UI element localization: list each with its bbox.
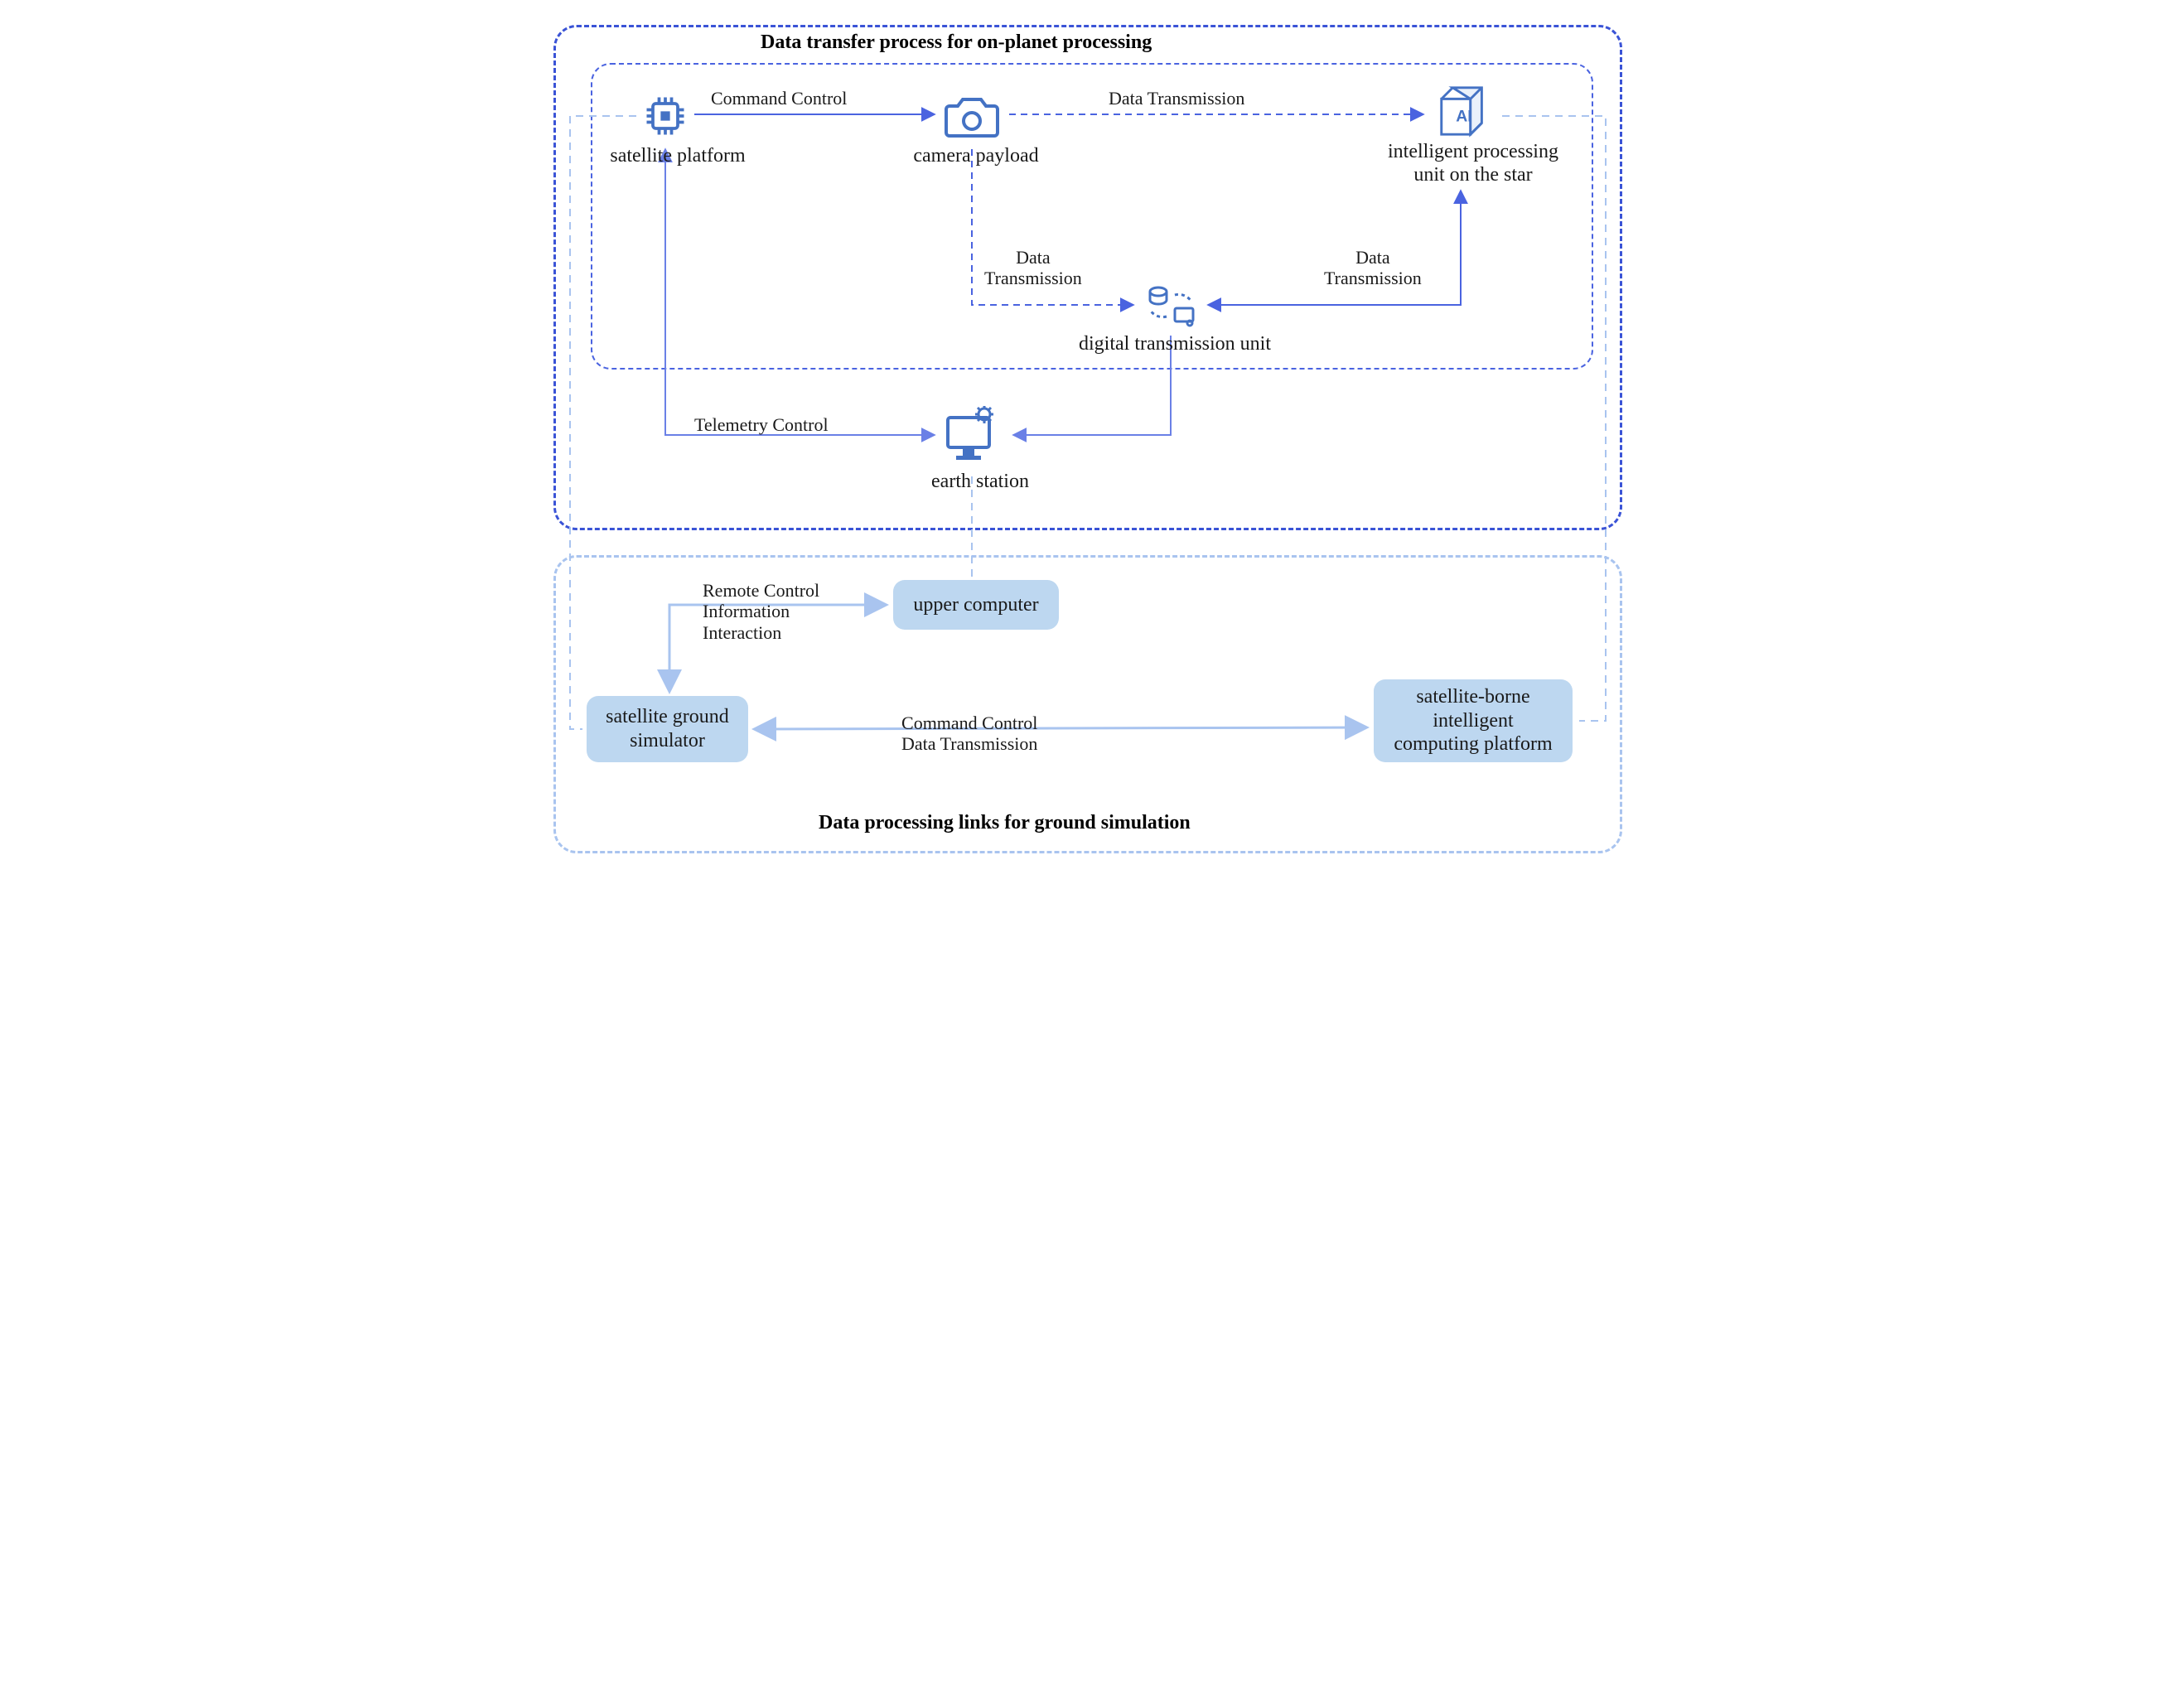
cpu-icon [640,91,690,141]
node-sb-platform-label: satellite-borne intelligent computing pl… [1394,685,1552,756]
edgelabel-remote-control: Remote Control Information Interaction [703,580,819,643]
monitor-gear-icon [943,406,1001,464]
label-satellite-platform: satellite platform [595,145,761,168]
diagram-canvas: Data transfer process for on-planet proc… [545,17,1639,865]
node-sg-simulator-label: satellite ground simulator [606,705,729,753]
label-earth-station: earth station [918,471,1042,494]
svg-text:AI: AI [1456,108,1471,126]
node-sg-simulator: satellite ground simulator [587,696,748,762]
edgelabel-telemetry: Telemetry Control [694,414,829,435]
node-upper-computer: upper computer [893,580,1059,630]
edgelabel-command-data: Command Control Data Transmission [901,713,1037,755]
edgelabel-data-trans-right: Data Transmission [1324,247,1422,289]
label-camera-payload: camera payload [893,145,1059,168]
edgelabel-data-trans-mid: Data Transmission [984,247,1082,289]
region-lower-title: Data processing links for ground simulat… [819,812,1191,834]
camera-icon [943,91,1001,141]
node-sb-platform: satellite-borne intelligent computing pl… [1374,679,1573,762]
edgelabel-data-trans-top: Data Transmission [1109,88,1244,109]
region-outer-title: Data transfer process for on-planet proc… [761,31,1152,54]
label-dtu: digital transmission unit [1059,333,1291,356]
label-ipu-star: intelligent processing unit on the star [1365,141,1581,186]
node-upper-computer-label: upper computer [913,593,1038,617]
transfer-icon [1142,280,1200,330]
edgelabel-command-control: Command Control [711,88,847,109]
cube-ai-icon: AI [1432,81,1496,139]
